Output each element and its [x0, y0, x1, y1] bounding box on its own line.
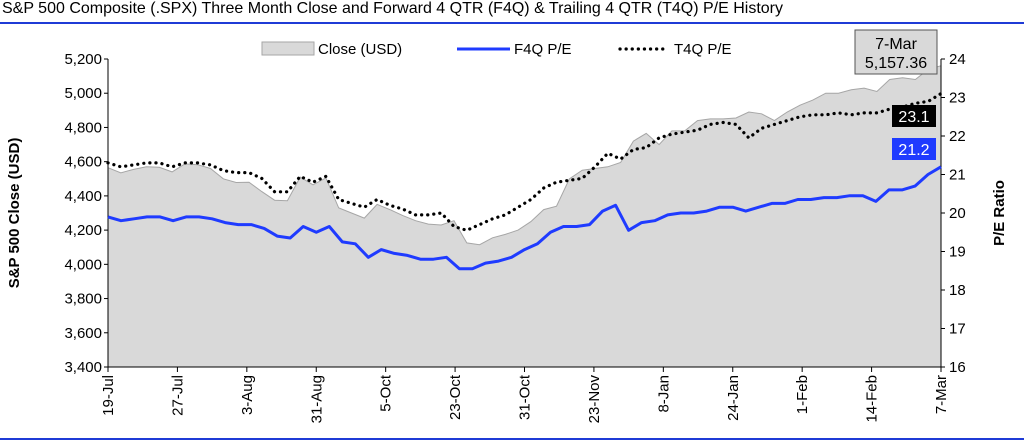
- f4q-pe-line: [107, 165, 942, 271]
- x-tick-label: 8-Jan: [655, 375, 672, 413]
- x-tick-label: 5-Oct: [378, 374, 395, 412]
- y-right-tick-label: 20: [949, 205, 966, 222]
- x-tick-label: 27-Jul: [169, 375, 186, 416]
- y-right-tick-label: 17: [949, 321, 966, 338]
- y-left-tick-label: 4,000: [64, 256, 102, 273]
- y-left-tick-label: 3,800: [64, 291, 102, 308]
- x-tick-label: 23-Nov: [586, 375, 603, 424]
- x-tick-label: 23-Oct: [447, 374, 464, 420]
- y-left-tick-label: 4,600: [64, 154, 102, 171]
- last-close-value: 5,157.36: [865, 55, 927, 72]
- y-axis-label-right: P/E Ratio: [991, 180, 1008, 246]
- y-left-tick-label: 5,200: [64, 51, 102, 68]
- f4q-value-callout-box: [892, 138, 936, 160]
- y-left-tick-label: 4,400: [64, 188, 102, 205]
- legend-label-f4q: F4Q P/E: [514, 41, 572, 58]
- legend-swatch-close: [261, 41, 315, 56]
- y-right-tick-label: 18: [949, 282, 966, 299]
- y-right-tick-label: 24: [949, 51, 966, 68]
- x-tick-label: 1-Feb: [794, 375, 811, 414]
- x-tick-label: 24-Jan: [725, 375, 742, 421]
- y-left-tick-label: 3,600: [64, 325, 102, 342]
- y-left-tick-label: 5,000: [64, 85, 102, 102]
- chart-title: S&P 500 Composite (.SPX) Three Month Clo…: [2, 0, 783, 17]
- y-right-tick-label: 19: [949, 244, 966, 261]
- y-right-tick-label: 16: [949, 359, 966, 376]
- t4q-pe-dotted-line: [106, 91, 943, 233]
- x-tick-label: 31-Aug: [308, 375, 325, 423]
- y-left-tick-label: 3,400: [64, 359, 102, 376]
- last-date-label: 7-Mar: [875, 36, 917, 53]
- last-close-callout-box: [854, 29, 938, 75]
- y-right-tick-label: 21: [949, 167, 966, 184]
- close-area-series: [107, 65, 942, 368]
- bottom-rule: [0, 438, 1024, 440]
- legend-label-close: Close (USD): [318, 41, 402, 58]
- y-axis-label-left: S&P 500 Close (USD): [6, 138, 23, 289]
- t4q-value-callout-box: [892, 105, 936, 127]
- x-tick-label: 19-Jul: [100, 375, 117, 416]
- x-tick-label: 31-Oct: [517, 374, 534, 420]
- y-right-tick-label: 22: [949, 128, 966, 145]
- x-tick-label: 7-Mar: [933, 375, 950, 414]
- title-rule: [0, 22, 1024, 24]
- y-left-tick-label: 4,800: [64, 119, 102, 136]
- x-tick-label: 3-Aug: [239, 375, 256, 415]
- y-left-tick-label: 4,200: [64, 222, 102, 239]
- y-right-tick-label: 23: [949, 90, 966, 107]
- f4q-last-value: 21.2: [898, 142, 929, 159]
- legend-label-t4q: T4Q P/E: [674, 41, 732, 58]
- t4q-last-value: 23.1: [898, 109, 929, 126]
- x-tick-label: 14-Feb: [864, 375, 881, 423]
